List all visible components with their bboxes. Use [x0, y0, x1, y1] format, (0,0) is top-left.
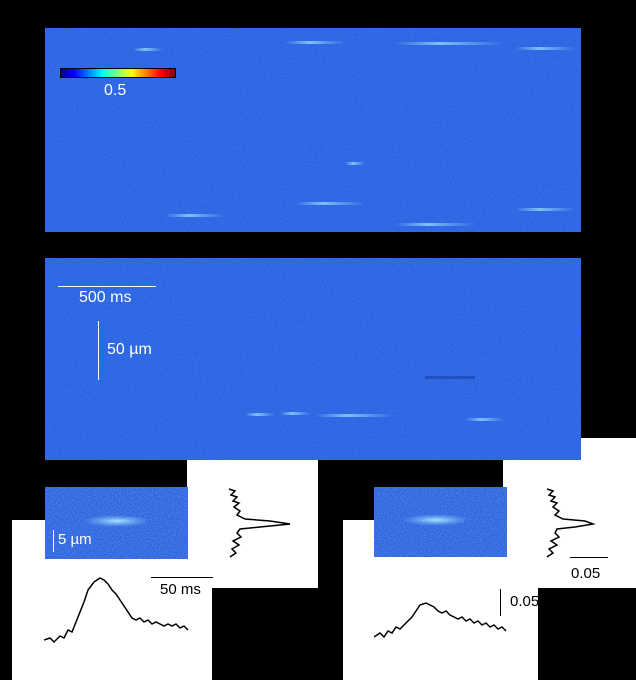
small-time-scalebar-label: 50 ms: [160, 581, 201, 598]
space-scalebar-label: 50 µm: [107, 341, 152, 358]
amp-scalebar-line-h: [570, 557, 608, 558]
linescan-image-a: [45, 28, 581, 232]
temporal-trace-c: [44, 577, 189, 644]
small-space-scalebar-line: [53, 530, 54, 552]
linescan-image-b: [45, 258, 581, 460]
small-space-scalebar-label: 5 µm: [58, 531, 92, 548]
spark-streaks-a: [133, 41, 575, 226]
temporal-trace-d: [374, 602, 507, 639]
spatial-profile-d: [546, 488, 596, 558]
spark-zoom-image-c: [45, 487, 188, 559]
time-scalebar-label: 500 ms: [79, 289, 132, 306]
amp-scalebar-label-v: 0.05: [510, 593, 538, 610]
time-scalebar-line: [58, 286, 156, 287]
amp-scalebar-label-h: 0.05: [571, 565, 601, 582]
panel-c-white-top: [187, 460, 318, 588]
colorbar-label: 0.5: [104, 82, 127, 99]
spark-zoom-image-d: [374, 487, 507, 557]
spark-streaks-b: [245, 412, 505, 421]
spatial-profile-c: [228, 488, 291, 558]
colorbar: [60, 68, 176, 78]
panel-d-white-top: [503, 438, 636, 588]
amp-scalebar-line-v: [500, 589, 501, 616]
space-scalebar-line: [98, 321, 99, 380]
small-time-scalebar-line: [151, 577, 213, 578]
